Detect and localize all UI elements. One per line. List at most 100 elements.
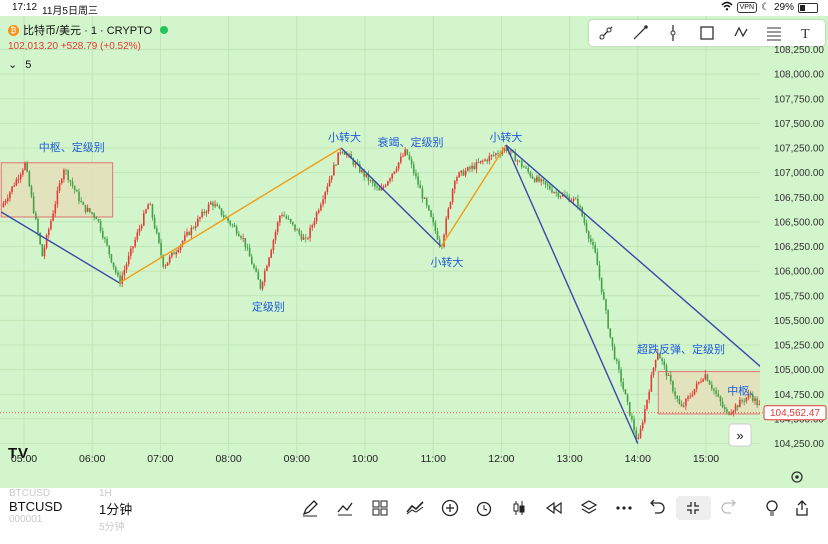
candle-icon[interactable] <box>502 496 537 520</box>
candle-body <box>218 206 221 209</box>
candle-body <box>734 405 737 411</box>
x-tick-label: 08:00 <box>215 453 241 465</box>
candle-body <box>89 208 91 212</box>
candle-body <box>315 212 318 222</box>
candle-body <box>691 394 694 397</box>
replay-icon[interactable] <box>537 496 572 520</box>
status-bar: 17:12 11月5日周三 VPN ☾ 29% <box>0 0 828 17</box>
candle-body <box>644 409 646 423</box>
indicator-count[interactable]: 5 <box>25 58 32 71</box>
candle-body <box>276 222 279 232</box>
candle-body <box>354 162 357 165</box>
candle-body <box>536 176 538 182</box>
candle-body <box>462 170 465 176</box>
candle-body <box>250 256 253 265</box>
indicators-icon[interactable] <box>328 496 363 520</box>
candle-body <box>639 428 642 438</box>
collapse-icon[interactable] <box>675 496 711 520</box>
vertical-line-icon[interactable] <box>663 23 683 43</box>
more-icon[interactable] <box>606 496 641 520</box>
candle-body <box>13 185 16 187</box>
candle-body <box>758 404 761 406</box>
candle-body <box>756 398 758 406</box>
text-tool-icon[interactable]: T <box>798 23 818 43</box>
status-indicators: VPN ☾ 29% <box>721 1 818 14</box>
status-date: 11月5日周三 <box>42 6 98 17</box>
candle-body <box>179 244 182 250</box>
symbol-label[interactable]: BTCUSD <box>9 499 63 514</box>
candle-body <box>22 170 24 175</box>
symbol-selector[interactable]: BTCUSD BTCUSD 000001 <box>9 488 62 525</box>
undo-icon[interactable] <box>641 496 676 520</box>
fib-icon[interactable] <box>764 23 784 43</box>
candle-body <box>43 247 46 257</box>
candle-body <box>685 398 687 406</box>
chart-settings-icon[interactable] <box>791 471 803 483</box>
candle-body <box>676 396 679 399</box>
zigzag-segment <box>505 144 639 444</box>
candle-body <box>244 237 247 248</box>
candle-body <box>220 208 223 216</box>
candle-body <box>609 328 612 338</box>
candle-body <box>572 198 575 202</box>
candle-body <box>382 186 385 188</box>
share-icon[interactable] <box>787 496 817 520</box>
candle-body <box>607 310 609 329</box>
scroll-right-button[interactable]: » <box>728 423 752 447</box>
candle-body <box>52 213 54 221</box>
candle-body <box>546 184 549 186</box>
y-tick-label: 106,750.00 <box>774 193 824 204</box>
candle-body <box>637 437 640 440</box>
candle-body <box>475 162 478 170</box>
x-tick-label: 09:00 <box>284 453 310 465</box>
candle-body <box>335 164 337 166</box>
interval-label[interactable]: 1分钟 <box>99 502 133 517</box>
alarm-icon[interactable] <box>467 496 502 520</box>
candle-body <box>352 158 355 165</box>
drawing-toolbox: T <box>589 20 825 46</box>
compare-icon[interactable] <box>397 496 432 520</box>
rectangle-icon[interactable] <box>697 23 717 43</box>
x-tick-label: 05:00 <box>11 453 37 465</box>
candle-body <box>374 183 376 187</box>
zigzag-segment <box>440 144 507 247</box>
candle-body <box>121 275 124 285</box>
interval-selector[interactable]: 1H 1分钟 5分钟 <box>99 488 132 533</box>
idea-icon[interactable] <box>757 496 787 520</box>
symbol-title[interactable]: 比特币/美元 · 1 · CRYPTO <box>23 25 153 37</box>
candle-body <box>486 159 488 162</box>
candle-body <box>117 272 119 276</box>
templates-icon[interactable] <box>363 496 398 520</box>
candle-body <box>674 391 676 397</box>
pivot-zone <box>0 162 114 218</box>
y-tick-label: 107,750.00 <box>774 94 824 105</box>
candle-body <box>205 211 208 214</box>
chevron-down-icon[interactable]: ⌄ <box>8 59 18 71</box>
y-tick-label: 108,000.00 <box>774 70 824 81</box>
candle-body <box>279 216 281 223</box>
layers-icon[interactable] <box>571 496 606 520</box>
trend-line-icon[interactable] <box>630 23 650 43</box>
candle-body <box>618 360 620 370</box>
pen-icon[interactable] <box>293 496 328 520</box>
last-price-box <box>763 405 827 421</box>
candle-body <box>82 202 85 205</box>
candle-body <box>348 154 350 155</box>
candle-body <box>292 222 294 225</box>
candle-body <box>412 164 415 174</box>
candle-body <box>451 189 454 202</box>
candle-body <box>67 170 70 181</box>
candle-body <box>194 225 197 228</box>
candle-body <box>60 179 63 184</box>
candle-body <box>410 159 413 165</box>
redo-icon[interactable] <box>711 496 746 520</box>
candle-body <box>313 221 316 226</box>
candle-body <box>203 211 206 214</box>
plus-circle-icon[interactable] <box>432 496 467 520</box>
candle-body <box>464 170 467 176</box>
candle-body <box>376 186 378 188</box>
path-icon[interactable] <box>731 23 751 43</box>
ray-tool-icon[interactable] <box>596 23 616 43</box>
candle-body <box>529 171 532 177</box>
